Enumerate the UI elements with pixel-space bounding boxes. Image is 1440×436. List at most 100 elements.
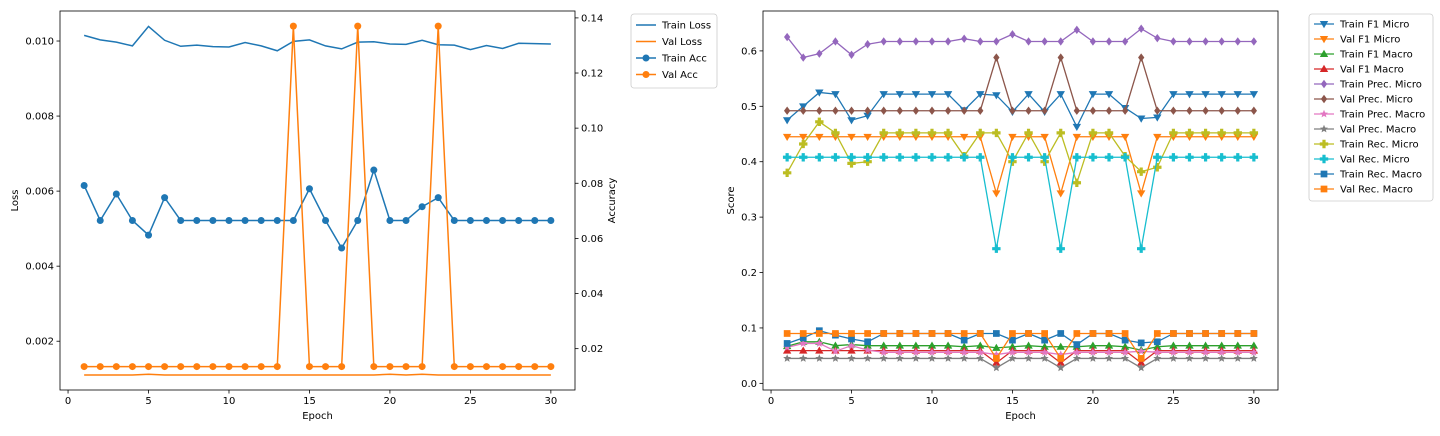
data-point xyxy=(305,363,313,371)
data-point xyxy=(1249,91,1259,99)
data-point xyxy=(354,22,362,30)
data-point xyxy=(1185,341,1194,349)
data-point xyxy=(1153,354,1162,362)
data-point xyxy=(911,354,920,362)
data-point xyxy=(895,128,904,138)
data-point xyxy=(1104,341,1114,349)
x-axis-label: Epoch xyxy=(302,411,333,422)
data-point xyxy=(816,106,823,115)
data-point xyxy=(1153,338,1161,346)
data-point xyxy=(1137,355,1145,362)
legend-label: Train F1 Micro xyxy=(1339,20,1409,31)
data-point xyxy=(1153,330,1161,337)
data-point xyxy=(943,91,953,99)
data-point xyxy=(434,194,442,202)
data-point xyxy=(370,363,378,371)
data-point xyxy=(927,354,936,362)
legend-marker xyxy=(1319,36,1329,44)
data-point xyxy=(1169,133,1178,141)
data-point xyxy=(895,354,904,362)
data-point xyxy=(1186,330,1193,337)
data-point xyxy=(1088,153,1098,162)
data-point xyxy=(1009,106,1016,115)
x-axis-label: Epoch xyxy=(1005,411,1036,422)
data-point xyxy=(911,128,921,138)
data-point xyxy=(1202,106,1209,115)
data-point xyxy=(305,185,313,193)
data-point xyxy=(848,330,855,337)
data-point xyxy=(1169,341,1178,349)
legend-label: Train Loss xyxy=(661,21,711,32)
data-point xyxy=(1154,106,1161,115)
data-point xyxy=(832,330,839,337)
data-point xyxy=(1186,106,1193,115)
series-line-train-f1-macro xyxy=(786,341,1254,351)
x-tick-label: 30 xyxy=(544,396,557,407)
data-point xyxy=(418,363,426,371)
data-point xyxy=(338,244,346,252)
data-point xyxy=(1008,157,1017,166)
data-point xyxy=(225,216,233,224)
legend-label: Val F1 Micro xyxy=(1340,35,1400,46)
data-point xyxy=(782,168,792,177)
data-point xyxy=(879,354,888,362)
y-tick-label: 0.0 xyxy=(741,379,757,390)
data-point xyxy=(782,117,792,125)
data-point xyxy=(831,128,840,138)
data-point xyxy=(80,363,88,371)
data-point xyxy=(864,40,871,49)
data-point xyxy=(815,346,824,354)
data-point xyxy=(1088,133,1098,141)
data-point xyxy=(1009,336,1016,344)
data-point xyxy=(864,338,871,346)
legend-label: Val Prec. Macro xyxy=(1340,125,1416,136)
data-point xyxy=(831,341,840,349)
data-point xyxy=(1137,339,1145,347)
data-point xyxy=(911,153,921,162)
data-point xyxy=(1233,128,1242,138)
data-point xyxy=(879,128,888,138)
data-point xyxy=(1233,341,1242,349)
legend: Train Loss Val Loss Train Acc Val Acc xyxy=(630,13,718,89)
x-tick-label: 10 xyxy=(223,396,236,407)
data-point xyxy=(1024,348,1033,356)
legend-label: Val Acc xyxy=(662,70,698,81)
data-point xyxy=(1025,37,1032,46)
data-point xyxy=(977,106,984,115)
legend-label: Val Loss xyxy=(662,37,702,48)
data-point xyxy=(1137,347,1146,355)
data-point xyxy=(783,32,791,42)
data-point xyxy=(976,91,985,99)
series-val-rec-micro xyxy=(782,153,1259,253)
data-point xyxy=(1153,163,1162,172)
data-point xyxy=(1201,354,1210,362)
data-point xyxy=(847,117,856,125)
y2-tick-label: 0.02 xyxy=(581,344,603,355)
data-point xyxy=(1137,167,1146,176)
data-point xyxy=(896,37,903,46)
data-point xyxy=(1072,133,1082,141)
legend: Train F1 Micro Val F1 Micro Train F1 Macro… xyxy=(1308,13,1434,202)
data-point xyxy=(927,341,937,349)
data-point xyxy=(895,348,904,356)
data-point xyxy=(943,128,953,138)
data-point xyxy=(976,341,985,349)
data-point xyxy=(799,346,808,354)
data-point xyxy=(1201,91,1210,99)
data-point xyxy=(386,363,394,371)
data-point xyxy=(1217,128,1226,138)
data-point xyxy=(1234,330,1242,337)
data-point xyxy=(418,203,426,211)
data-point xyxy=(112,363,120,371)
data-point xyxy=(1120,153,1130,162)
legend-label: Train Rec. Micro xyxy=(1339,140,1419,151)
data-point xyxy=(1089,330,1097,337)
data-point xyxy=(1056,190,1065,198)
data-point xyxy=(943,341,953,349)
data-point xyxy=(1120,133,1130,141)
series-train-prec-micro xyxy=(783,24,1258,62)
data-point xyxy=(977,37,984,46)
data-point xyxy=(241,216,249,224)
series-train-prec-macro xyxy=(783,339,1258,358)
data-point xyxy=(782,133,792,141)
